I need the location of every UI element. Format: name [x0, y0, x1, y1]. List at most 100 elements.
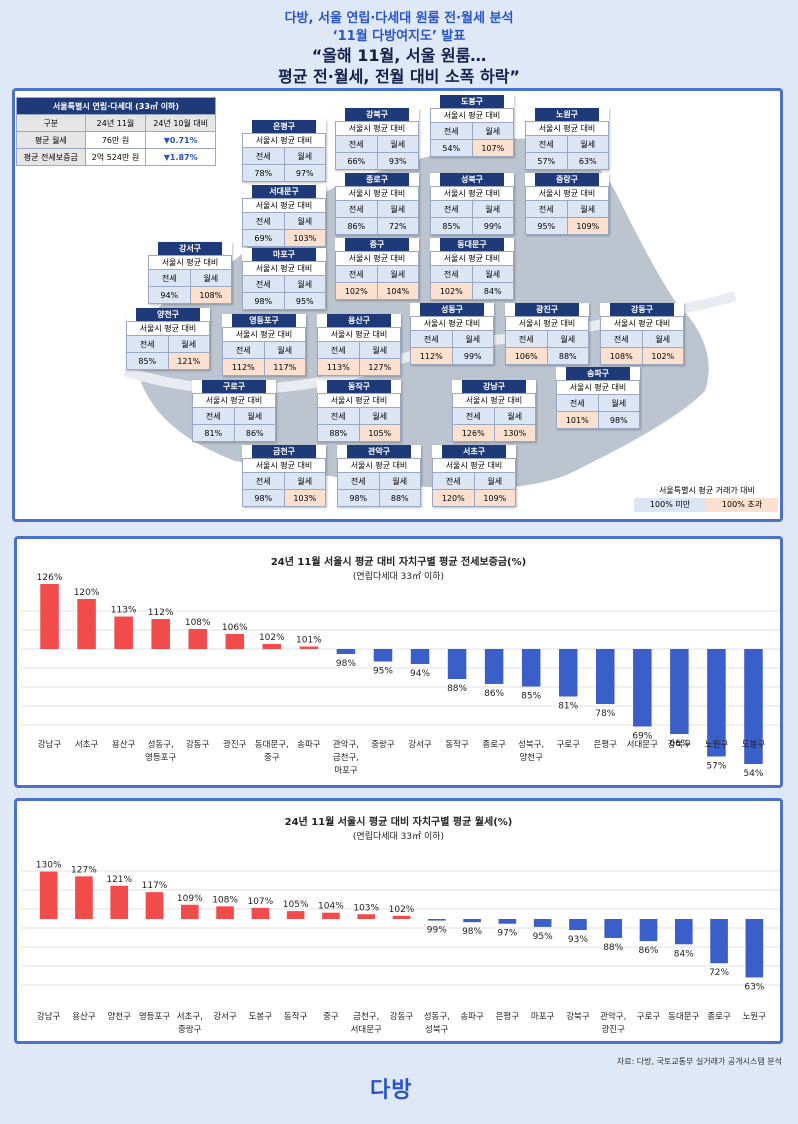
district-jeonse-value: 102%	[430, 282, 473, 300]
category-label: 구로구	[556, 740, 580, 750]
district-wolse-label: 월세	[233, 407, 276, 425]
data-label: 66%	[669, 739, 689, 749]
district-name: 구로구	[202, 380, 266, 393]
district-wolse-label: 월세	[566, 200, 609, 218]
district-wolse-label: 월세	[471, 200, 514, 218]
wolse-chart: 130% 강남구 127% 용산구 121% 양천구 117% 영등포구 109% 서초구, 중랑구…	[21, 861, 780, 1035]
district-jeonse-label: 전세	[430, 200, 473, 218]
district-name: 중구	[345, 238, 409, 251]
data-label: 105%	[283, 900, 309, 910]
district-card: 송파구 서울시 평균 대비 전세 월세 101% 98%	[556, 367, 640, 429]
wolse-chart-subtitle: (연립다세대 33㎡ 이하)	[352, 832, 445, 842]
data-label: 94%	[410, 669, 430, 679]
bar	[707, 649, 726, 757]
district-wolse-label: 월세	[471, 122, 514, 140]
district-sub: 서울시 평균 대비	[410, 316, 494, 330]
district-wolse-value: 95%	[283, 292, 326, 310]
district-jeonse-label: 전세	[430, 265, 473, 283]
district-wolse-value: 102%	[641, 347, 684, 365]
district-jeonse-label: 전세	[242, 212, 285, 230]
category-label: 서초구,	[177, 1012, 203, 1022]
district-jeonse-value: 69%	[242, 229, 285, 247]
data-label: 69%	[632, 732, 652, 742]
district-wolse-value: 127%	[358, 358, 401, 376]
legend-title: 서울특별시 평균 거래가 대비	[659, 486, 755, 495]
bar	[744, 649, 763, 764]
district-wolse-value: 117%	[263, 358, 306, 376]
district-sub: 서울시 평균 대비	[148, 255, 232, 269]
district-jeonse-value: 126%	[452, 424, 495, 442]
district-wolse-label: 월세	[546, 330, 589, 348]
bar	[463, 919, 481, 923]
district-sub: 서울시 평균 대비	[430, 186, 514, 200]
category-label: 양천구	[519, 752, 543, 763]
category-label: 도봉구	[249, 1012, 273, 1022]
category-label: 마포구	[334, 766, 358, 776]
district-wolse-value: 99%	[451, 347, 494, 365]
district-sub: 서울시 평균 대비	[335, 121, 419, 135]
data-label: 120%	[74, 588, 100, 598]
district-jeonse-value: 78%	[242, 164, 285, 182]
bar	[427, 919, 446, 921]
district-name: 광진구	[515, 303, 579, 316]
category-label: 중랑구	[371, 739, 395, 750]
bar	[533, 919, 552, 927]
category-label: 중구	[264, 753, 280, 763]
district-name: 마포구	[252, 248, 316, 261]
bar	[633, 649, 652, 727]
district-wolse-label: 월세	[283, 147, 326, 165]
data-label: 54%	[743, 769, 763, 779]
data-label: 108%	[185, 618, 211, 628]
category-label: 동작구	[445, 739, 469, 750]
district-card: 관악구 서울시 평균 대비 전세 월세 98% 88%	[337, 445, 421, 507]
data-label: 101%	[296, 636, 322, 646]
district-wolse-label: 월세	[283, 275, 326, 293]
bar	[225, 634, 245, 649]
district-jeonse-label: 전세	[335, 265, 378, 283]
category-label: 노원구	[705, 740, 729, 750]
district-jeonse-label: 전세	[452, 407, 495, 425]
district-jeonse-value: 102%	[335, 282, 378, 300]
category-label: 영등포구	[145, 752, 176, 763]
district-name: 서대문구	[252, 185, 316, 198]
district-jeonse-label: 전세	[556, 394, 599, 412]
bar	[188, 629, 207, 649]
bar	[604, 919, 623, 938]
district-card: 종로구 서울시 평균 대비 전세 월세 86% 72%	[335, 173, 419, 235]
district-wolse-value: 93%	[376, 152, 419, 170]
district-card: 동대문구 서울시 평균 대비 전세 월세 102% 84%	[430, 238, 514, 300]
district-name: 동대문구	[440, 238, 504, 251]
legend-high: 100% 초과	[706, 498, 778, 512]
district-sub: 서울시 평균 대비	[600, 316, 684, 330]
bar	[745, 919, 764, 978]
data-label: 72%	[709, 968, 729, 978]
district-jeonse-label: 전세	[126, 335, 169, 353]
district-jeonse-value: 98%	[242, 292, 285, 310]
data-label: 103%	[353, 903, 379, 913]
summary-row2-change: ▼1.87%	[145, 148, 216, 166]
district-wolse-value: 88%	[378, 489, 421, 507]
category-label: 은평구	[594, 739, 618, 750]
bar	[357, 914, 376, 919]
bar	[596, 649, 615, 704]
data-label: 57%	[706, 762, 726, 772]
category-label: 종로구	[707, 1012, 731, 1022]
data-label: 81%	[558, 702, 578, 712]
category-label: 강동구	[390, 1011, 414, 1022]
district-wolse-label: 월세	[376, 200, 419, 218]
bar	[484, 649, 504, 684]
district-sub: 서울시 평균 대비	[335, 251, 419, 265]
category-label: 종로구	[482, 740, 506, 750]
wolse-chart-title: 24년 11월 서울시 평균 대비 자치구별 평균 월세(%)	[284, 817, 513, 828]
bar	[75, 876, 93, 919]
district-name: 송파구	[566, 367, 630, 380]
district-jeonse-label: 전세	[337, 472, 380, 490]
category-label: 성북구,	[518, 740, 544, 750]
district-wolse-value: 97%	[283, 164, 326, 182]
district-wolse-label: 월세	[167, 335, 210, 353]
district-card: 강서구 서울시 평균 대비 전세 월세 94% 108%	[148, 242, 232, 304]
category-label: 강서구	[408, 739, 432, 750]
district-card: 도봉구 서울시 평균 대비 전세 월세 54% 107%	[430, 95, 514, 157]
bar	[262, 644, 282, 649]
district-wolse-value: 109%	[473, 489, 516, 507]
